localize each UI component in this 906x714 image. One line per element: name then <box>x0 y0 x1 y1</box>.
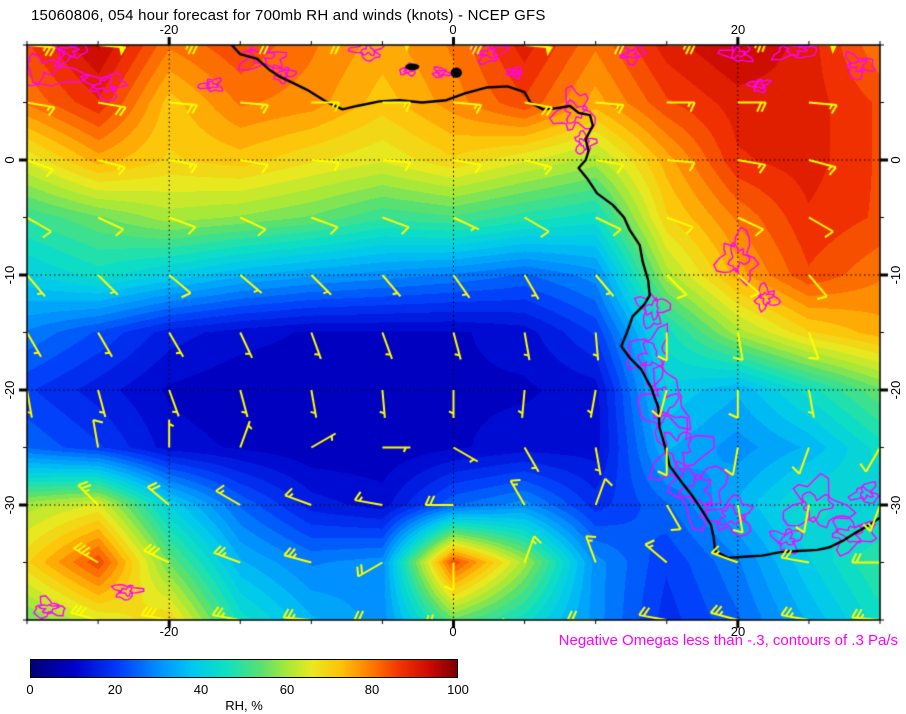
omega-annotation: Negative Omegas less than -.3, contours … <box>558 632 898 649</box>
lon-tick-label-top: 20 <box>730 22 746 37</box>
colorbar-tick-label: 100 <box>447 682 469 697</box>
lon-tick-label-top: -20 <box>159 22 179 37</box>
lat-tick-label-right: -30 <box>888 495 903 515</box>
lat-tick-label-left: -10 <box>2 265 17 285</box>
lat-tick-label-right: -20 <box>888 380 903 400</box>
colorbar-label: RH, % <box>225 698 263 713</box>
lat-tick-label-left: -30 <box>2 495 17 515</box>
page-title: 15060806, 054 hour forecast for 700mb RH… <box>31 7 546 24</box>
colorbar-gradient <box>30 659 458 678</box>
colorbar-tick-label: 80 <box>364 682 380 697</box>
lat-tick-label-left: 0 <box>2 156 17 164</box>
lat-tick-label-right: -10 <box>888 265 903 285</box>
lat-tick-label-left: -20 <box>2 380 17 400</box>
colorbar-tick-label: 0 <box>26 682 34 697</box>
lon-tick-label-bottom: 0 <box>449 624 457 639</box>
lat-tick-label-right: 0 <box>888 156 903 164</box>
colorbar-tick-label: 20 <box>107 682 123 697</box>
lon-tick-label-top: 0 <box>449 22 457 37</box>
lon-tick-label-bottom: -20 <box>159 624 179 639</box>
colorbar-tick-label: 60 <box>279 682 295 697</box>
colorbar-tick-label: 40 <box>193 682 209 697</box>
lon-tick-label-bottom: 20 <box>730 624 746 639</box>
